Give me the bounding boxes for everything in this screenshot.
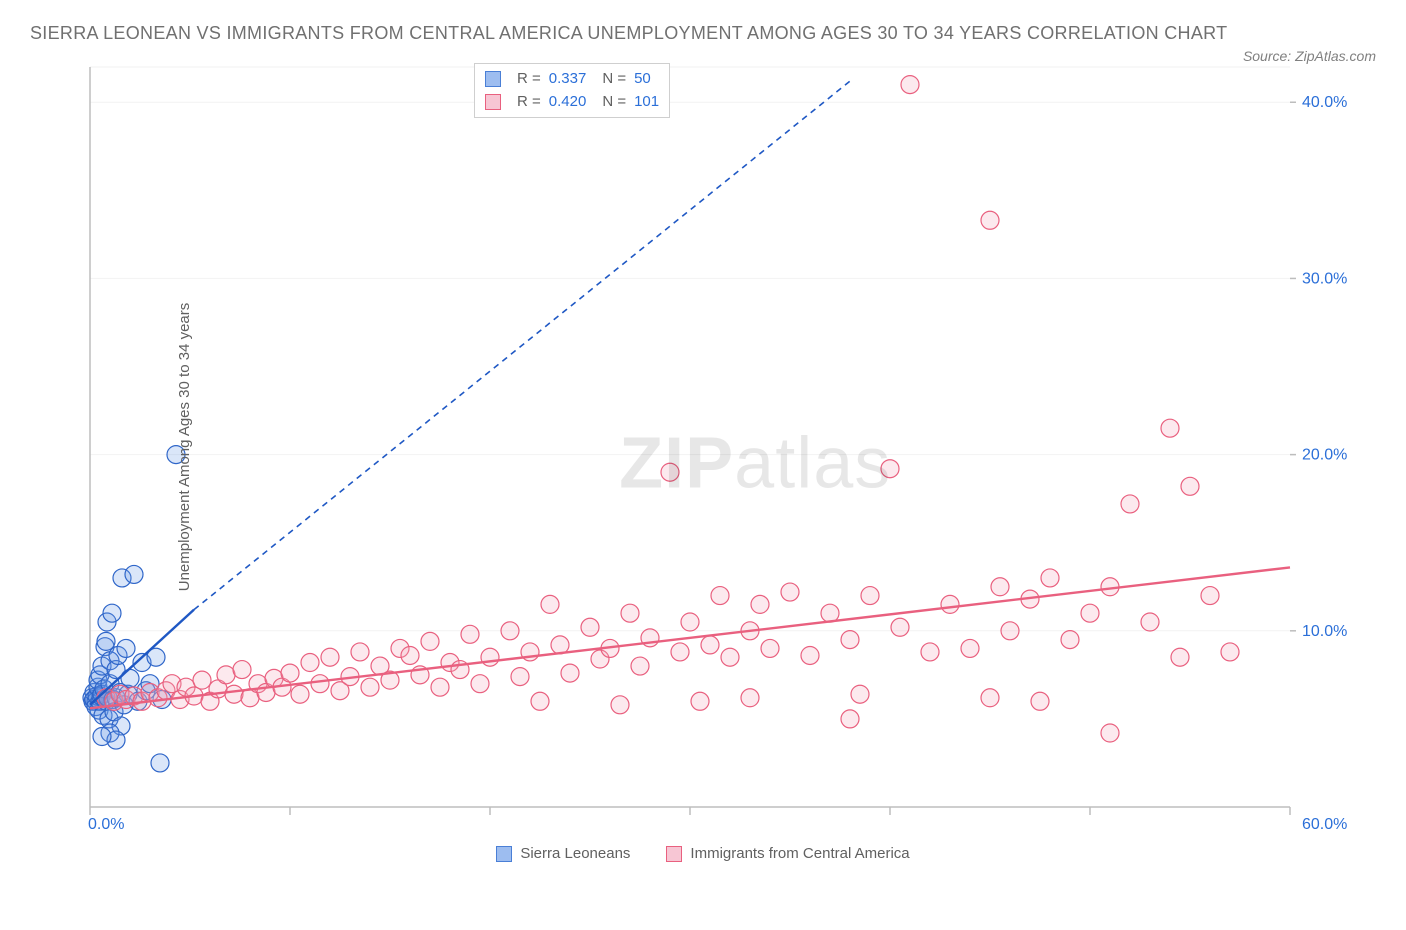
n-label: N = — [602, 91, 626, 114]
y-axis-label: Unemployment Among Ages 30 to 34 years — [176, 303, 193, 592]
r-value: 0.337 — [549, 68, 587, 91]
plot-area: Unemployment Among Ages 30 to 34 years 1… — [80, 57, 1376, 837]
n-label: N = — [602, 68, 626, 91]
svg-text:40.0%: 40.0% — [1302, 94, 1347, 111]
legend-swatch — [485, 94, 501, 110]
legend-swatch — [485, 71, 501, 87]
n-value: 50 — [634, 68, 651, 91]
correlation-legend: R = 0.337 N = 50 R = 0.420 N = 101 — [474, 63, 670, 118]
legend-swatch — [496, 846, 512, 862]
svg-text:60.0%: 60.0% — [1302, 816, 1347, 833]
legend-item: Sierra Leoneans — [496, 845, 630, 862]
legend-label: Sierra Leoneans — [520, 845, 630, 862]
chart-container: SIERRA LEONEAN VS IMMIGRANTS FROM CENTRA… — [30, 20, 1376, 866]
r-value: 0.420 — [549, 91, 587, 114]
svg-text:20.0%: 20.0% — [1302, 447, 1347, 464]
series-legend: Sierra Leoneans Immigrants from Central A… — [30, 845, 1376, 866]
chart-title: SIERRA LEONEAN VS IMMIGRANTS FROM CENTRA… — [30, 20, 1376, 47]
r-label: R = — [517, 68, 541, 91]
r-label: R = — [517, 91, 541, 114]
legend-label: Immigrants from Central America — [690, 845, 909, 862]
svg-text:30.0%: 30.0% — [1302, 270, 1347, 287]
scatter-plot-svg: 10.0% 20.0% 30.0% 40.0% 0.0% 60.0% — [80, 57, 1360, 837]
legend-item: Immigrants from Central America — [666, 845, 909, 862]
svg-text:0.0%: 0.0% — [88, 816, 124, 833]
legend-swatch — [666, 846, 682, 862]
svg-text:10.0%: 10.0% — [1302, 623, 1347, 640]
n-value: 101 — [634, 91, 659, 114]
